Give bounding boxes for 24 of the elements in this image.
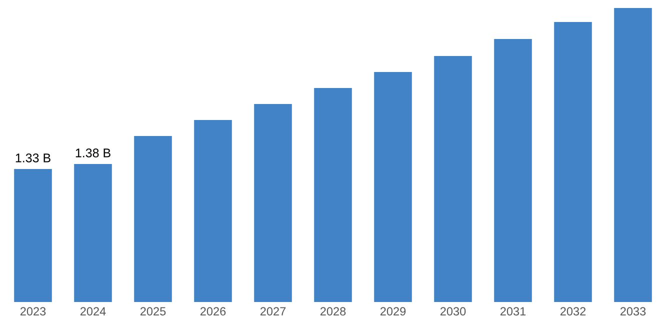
x-tick-label: 2026 [200, 307, 226, 316]
bar [554, 22, 592, 302]
bar [494, 39, 532, 302]
x-tick-label: 2024 [80, 307, 106, 316]
x-tick-label: 2030 [440, 307, 466, 316]
x-tick-label: 2033 [620, 307, 646, 316]
x-tick-label: 2031 [500, 307, 526, 316]
x-tick-label: 2025 [140, 307, 166, 316]
x-tick-label: 2027 [260, 307, 286, 316]
bar [374, 72, 412, 302]
data-label: 1.38 B [76, 148, 110, 158]
bar [74, 164, 112, 302]
data-label: 1.33 B [16, 154, 50, 162]
bar [134, 136, 172, 302]
x-tick-label: 2028 [320, 307, 346, 316]
bar [314, 88, 352, 302]
bar [434, 56, 472, 302]
x-tick-label: 2029 [380, 307, 406, 316]
x-tick-label: 2023 [20, 307, 46, 316]
bar [194, 120, 232, 302]
x-tick-label: 2032 [560, 307, 586, 316]
bar [614, 8, 652, 302]
bar [254, 104, 292, 302]
bar [14, 169, 52, 302]
